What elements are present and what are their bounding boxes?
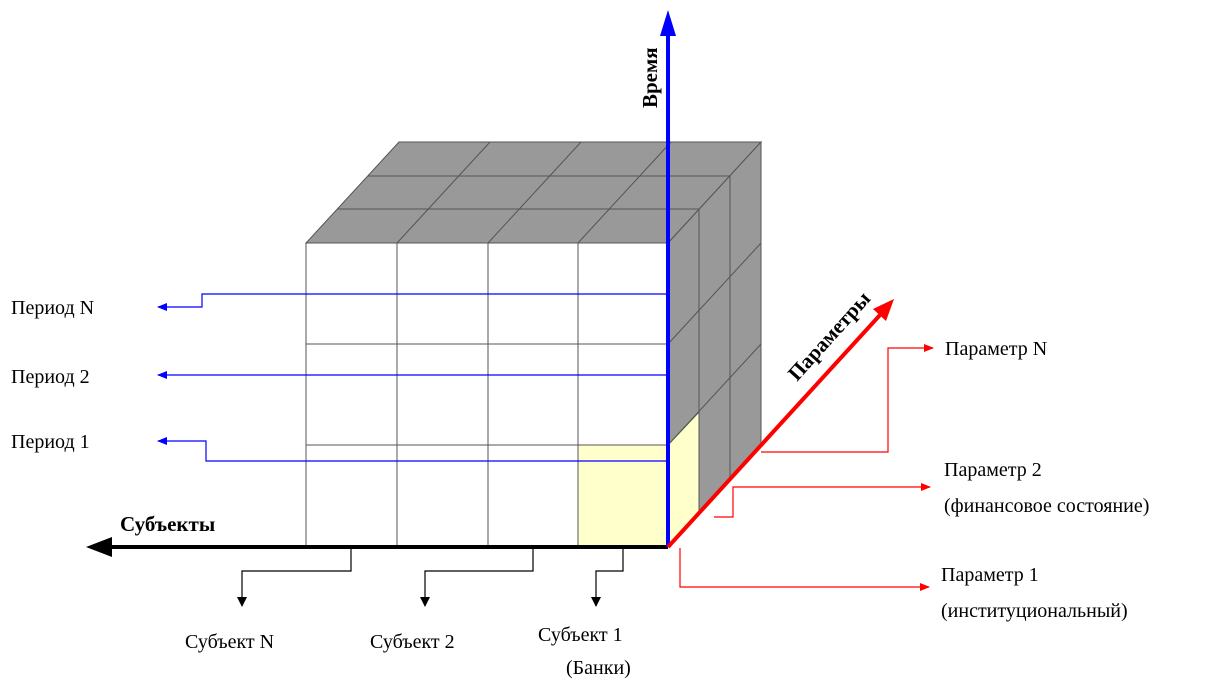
time-axis-label: Время [638,47,662,108]
parameter-connectors [679,344,934,591]
period-2-label: Период 2 [11,366,90,388]
parameter-2-label-line2: (финансовое состояние) [944,495,1149,517]
parameter-n-connector [761,344,934,453]
subject-n-connector [237,546,352,607]
subject-1-connector [591,546,624,607]
params-axis-arrowhead [873,299,894,321]
time-axis-arrowhead [660,10,676,36]
subjects-axis-arrowhead [86,537,112,557]
parameter-2-label-line1: Параметр 2 [944,459,1042,481]
subject-1-label-line2: (Банки) [566,657,631,679]
parameter-n-label: Параметр N [945,338,1047,360]
params-axis [666,313,882,549]
subject-2-label: Субъект 2 [370,631,455,653]
parameter-1-label-line1: Параметр 1 [941,564,1039,586]
subject-1-label-line1: Субъект 1 [538,624,623,646]
subject-connectors [237,546,624,607]
cube-front-face [305,242,669,547]
parameter-2-connector [714,483,931,518]
subject-n-label: Субъект N [185,631,274,653]
subjects-axis-label: Субъекты [120,512,215,536]
period-n-label: Период N [11,297,94,319]
highlight-cell [577,444,669,547]
parameter-1-label-line2: (институциональный) [941,600,1128,622]
subject-2-connector [420,546,534,607]
period-1-connector [157,437,668,462]
period-1-label: Период 1 [11,431,90,453]
parameter-1-connector [679,548,930,591]
period-connectors [157,293,668,462]
period-n-connector [157,293,668,311]
